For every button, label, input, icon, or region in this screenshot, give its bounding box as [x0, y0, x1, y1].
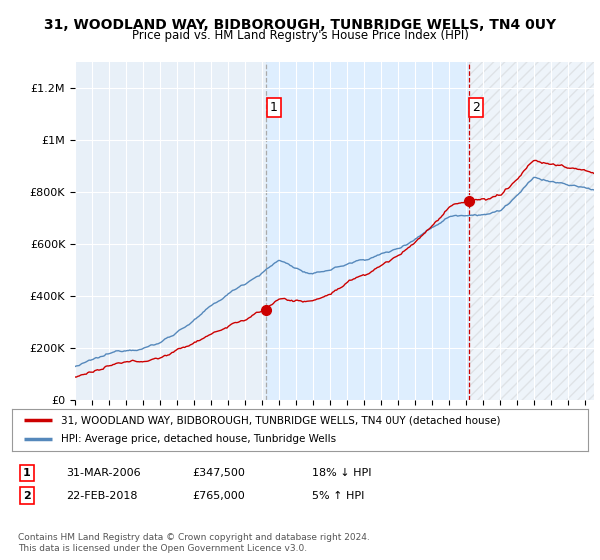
Text: 1: 1 — [270, 101, 278, 114]
Text: 5% ↑ HPI: 5% ↑ HPI — [312, 491, 364, 501]
Text: 22-FEB-2018: 22-FEB-2018 — [66, 491, 137, 501]
Bar — [266, 62, 469, 400]
Text: 31-MAR-2006: 31-MAR-2006 — [66, 468, 140, 478]
Text: HPI: Average price, detached house, Tunbridge Wells: HPI: Average price, detached house, Tunb… — [61, 435, 336, 445]
Text: £765,000: £765,000 — [192, 491, 245, 501]
Text: 2: 2 — [472, 101, 480, 114]
Text: Price paid vs. HM Land Registry's House Price Index (HPI): Price paid vs. HM Land Registry's House … — [131, 29, 469, 42]
Text: Contains HM Land Registry data © Crown copyright and database right 2024.
This d: Contains HM Land Registry data © Crown c… — [18, 533, 370, 553]
Text: 18% ↓ HPI: 18% ↓ HPI — [312, 468, 371, 478]
Text: 1: 1 — [23, 468, 31, 478]
Text: 31, WOODLAND WAY, BIDBOROUGH, TUNBRIDGE WELLS, TN4 0UY: 31, WOODLAND WAY, BIDBOROUGH, TUNBRIDGE … — [44, 18, 556, 32]
Text: 2: 2 — [23, 491, 31, 501]
Text: £347,500: £347,500 — [192, 468, 245, 478]
Bar — [469, 62, 594, 400]
Text: 31, WOODLAND WAY, BIDBOROUGH, TUNBRIDGE WELLS, TN4 0UY (detached house): 31, WOODLAND WAY, BIDBOROUGH, TUNBRIDGE … — [61, 415, 500, 425]
